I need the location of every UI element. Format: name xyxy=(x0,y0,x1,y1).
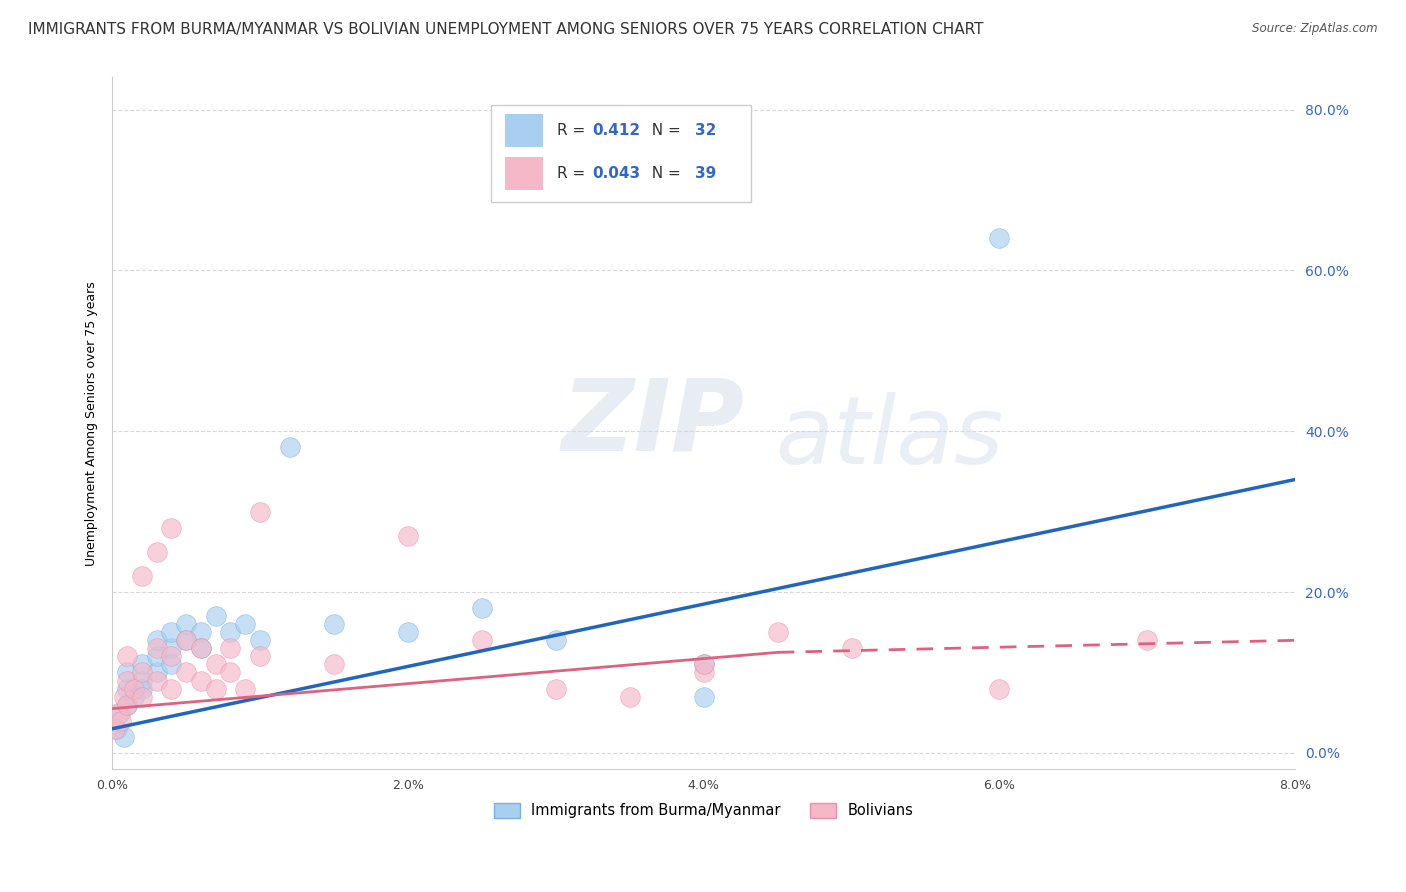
Point xyxy=(131,569,153,583)
Text: ZIP: ZIP xyxy=(562,375,745,472)
Point xyxy=(131,690,153,704)
Point xyxy=(190,641,212,656)
Point xyxy=(693,690,716,704)
Point xyxy=(219,665,242,680)
Point xyxy=(988,681,1011,696)
Point xyxy=(693,657,716,672)
Point xyxy=(219,625,242,640)
Point xyxy=(160,681,183,696)
Point xyxy=(124,690,146,704)
Point xyxy=(693,657,716,672)
Point xyxy=(233,617,256,632)
Point xyxy=(249,649,271,664)
Point xyxy=(174,633,197,648)
Point xyxy=(131,657,153,672)
Point xyxy=(544,633,567,648)
Legend: Immigrants from Burma/Myanmar, Bolivians: Immigrants from Burma/Myanmar, Bolivians xyxy=(488,797,920,824)
Point xyxy=(249,633,271,648)
Point xyxy=(190,673,212,688)
Point xyxy=(160,657,183,672)
Point xyxy=(145,665,167,680)
Point xyxy=(278,440,301,454)
Point xyxy=(131,665,153,680)
Point xyxy=(766,625,789,640)
Point xyxy=(249,505,271,519)
Text: R =: R = xyxy=(557,166,591,181)
FancyBboxPatch shape xyxy=(491,105,751,202)
Point xyxy=(190,641,212,656)
Point xyxy=(323,617,346,632)
Text: N =: N = xyxy=(643,122,686,137)
Text: Source: ZipAtlas.com: Source: ZipAtlas.com xyxy=(1253,22,1378,36)
Point xyxy=(693,665,716,680)
Point xyxy=(396,529,419,543)
Point xyxy=(110,714,132,728)
Point xyxy=(204,609,226,624)
Point xyxy=(544,681,567,696)
Text: IMMIGRANTS FROM BURMA/MYANMAR VS BOLIVIAN UNEMPLOYMENT AMONG SENIORS OVER 75 YEA: IMMIGRANTS FROM BURMA/MYANMAR VS BOLIVIA… xyxy=(28,22,984,37)
Text: N =: N = xyxy=(643,166,686,181)
Point xyxy=(204,657,226,672)
Point xyxy=(107,706,129,720)
Point xyxy=(131,681,153,696)
Point xyxy=(115,665,138,680)
Point xyxy=(160,649,183,664)
Text: 0.043: 0.043 xyxy=(592,166,641,181)
Point xyxy=(115,681,138,696)
Point xyxy=(131,673,153,688)
Point xyxy=(104,722,127,736)
Point xyxy=(204,681,226,696)
Y-axis label: Unemployment Among Seniors over 75 years: Unemployment Among Seniors over 75 years xyxy=(86,281,98,566)
Text: atlas: atlas xyxy=(775,392,1002,483)
Point xyxy=(112,690,135,704)
Point xyxy=(145,673,167,688)
Point xyxy=(174,633,197,648)
Point xyxy=(471,601,494,615)
Point xyxy=(145,641,167,656)
Text: 32: 32 xyxy=(696,122,717,137)
Point xyxy=(160,625,183,640)
Point xyxy=(233,681,256,696)
Point xyxy=(145,633,167,648)
Text: R =: R = xyxy=(557,122,591,137)
Point xyxy=(108,706,131,720)
Point xyxy=(115,649,138,664)
Point xyxy=(115,698,138,712)
Point xyxy=(619,690,641,704)
Point xyxy=(115,698,138,712)
Point xyxy=(190,625,212,640)
Point xyxy=(105,722,128,736)
Point xyxy=(174,665,197,680)
Point xyxy=(323,657,346,672)
Point xyxy=(988,231,1011,245)
Point xyxy=(112,730,135,744)
Point xyxy=(160,521,183,535)
Point xyxy=(174,617,197,632)
Point xyxy=(396,625,419,640)
Point xyxy=(471,633,494,648)
Point xyxy=(160,641,183,656)
Bar xyxy=(505,157,543,190)
Text: 0.412: 0.412 xyxy=(592,122,641,137)
Point xyxy=(115,673,138,688)
Point xyxy=(145,649,167,664)
Bar xyxy=(505,113,543,146)
Text: 39: 39 xyxy=(696,166,717,181)
Point xyxy=(841,641,863,656)
Point xyxy=(124,681,146,696)
Point xyxy=(145,545,167,559)
Point xyxy=(1136,633,1159,648)
Point xyxy=(219,641,242,656)
